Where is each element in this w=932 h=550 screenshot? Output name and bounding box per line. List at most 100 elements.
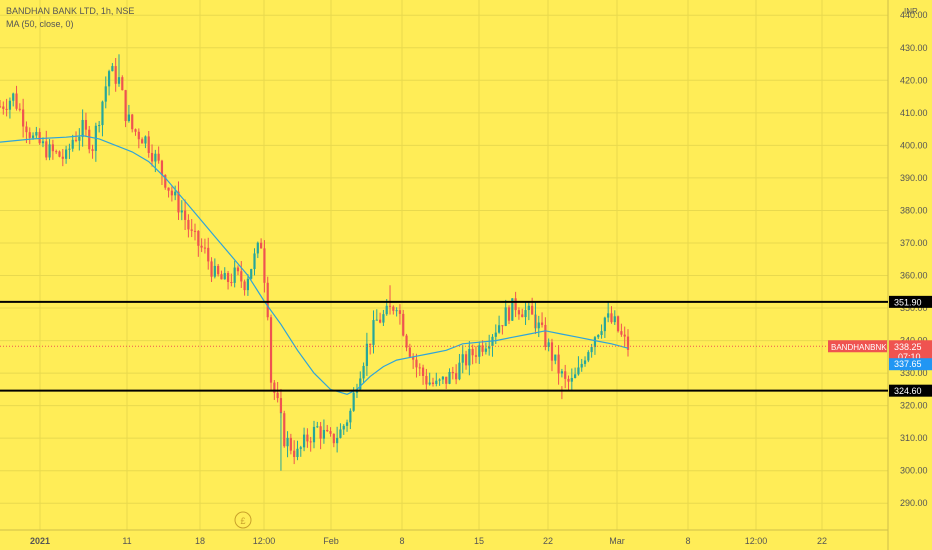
level-price-label: 351.90 [894, 297, 922, 307]
candle-body [263, 248, 266, 283]
candle-body [154, 153, 157, 162]
candle-body [488, 345, 491, 349]
candle-body [583, 360, 587, 364]
candle-body [45, 141, 48, 158]
candle-body [131, 114, 134, 130]
candle-body [517, 310, 521, 315]
candle-body [329, 431, 332, 434]
candle-body [616, 316, 620, 332]
candle-body [0, 106, 2, 108]
candle-body [31, 135, 35, 138]
candle-body [217, 265, 220, 275]
candle-body [359, 378, 362, 390]
candle-body [38, 131, 41, 144]
candle-body [111, 66, 114, 72]
candle-body [412, 356, 415, 360]
candle-body [564, 371, 567, 379]
candle-body [471, 348, 474, 356]
candle-body [593, 337, 597, 348]
candle-body [527, 305, 530, 311]
candle-body [431, 382, 435, 385]
event-marker-icon[interactable] [234, 511, 252, 529]
candle-body [521, 314, 524, 318]
y-tick-label: 400.00 [900, 140, 928, 150]
candle-body [415, 359, 418, 368]
candle-body [451, 371, 454, 374]
candle-body [190, 229, 193, 231]
candle-body [425, 375, 428, 385]
candle-body [41, 141, 45, 144]
candle-body [497, 325, 501, 333]
candle-body [349, 410, 352, 423]
candle-body [279, 398, 283, 414]
x-tick-label: 18 [195, 536, 205, 546]
candle-body [299, 447, 302, 449]
candle-body [147, 136, 150, 154]
candle-body [620, 331, 623, 335]
candle-body [18, 108, 21, 110]
candle-body [316, 426, 319, 428]
candle-body [455, 373, 458, 380]
candle-body [441, 376, 445, 380]
candle-body [84, 119, 88, 130]
candle-body [124, 90, 127, 122]
currency-label: INR [904, 7, 918, 16]
candle-body [435, 380, 438, 385]
candle-body [167, 187, 170, 191]
candle-body [570, 377, 573, 382]
candle-body [352, 392, 355, 411]
candle-body [544, 324, 547, 347]
candle-body [623, 334, 626, 337]
candle-body [587, 352, 590, 361]
candle-body [160, 160, 164, 175]
candle-body [379, 319, 382, 323]
candle-body [107, 71, 111, 87]
candle-body [210, 261, 213, 277]
candle-body [385, 305, 388, 315]
candle-body [421, 367, 425, 376]
candle-body [445, 376, 448, 384]
y-tick-label: 420.00 [900, 75, 928, 85]
candle-body [289, 437, 292, 451]
candle-body [137, 131, 140, 140]
y-tick-label: 300.00 [900, 466, 928, 476]
candle-body [507, 307, 511, 321]
candle-body [613, 316, 616, 323]
candle-body [141, 139, 144, 144]
candle-body [104, 86, 107, 102]
candle-body [193, 230, 197, 232]
candle-body [91, 149, 94, 151]
candle-body [372, 320, 375, 345]
candle-body [240, 271, 243, 282]
candle-body [286, 437, 289, 447]
candle-body [504, 307, 507, 327]
candle-body [157, 153, 160, 161]
candle-body [428, 382, 431, 385]
symbol-label: BANDHANBNK [831, 343, 887, 352]
candle-body [597, 334, 600, 338]
candle-body [15, 93, 18, 109]
candle-body [22, 109, 25, 127]
candle-body [187, 219, 190, 230]
candle-body [250, 269, 253, 279]
y-tick-label: 290.00 [900, 498, 928, 508]
candle-body [207, 247, 210, 262]
candle-body [554, 354, 557, 361]
candle-body [302, 434, 306, 448]
candle-body [260, 242, 263, 249]
candle-body [55, 151, 58, 153]
candle-body [213, 265, 216, 277]
candle-body [382, 314, 385, 323]
candle-body [233, 267, 236, 283]
candle-body [369, 343, 372, 345]
candle-body [560, 371, 563, 374]
candle-body [405, 335, 408, 348]
y-tick-label: 370.00 [900, 238, 928, 248]
candle-body [577, 367, 580, 375]
x-tick-label: 8 [685, 536, 690, 546]
candle-body [362, 365, 365, 379]
candle-body [365, 343, 368, 366]
x-tick-label: 22 [543, 536, 553, 546]
